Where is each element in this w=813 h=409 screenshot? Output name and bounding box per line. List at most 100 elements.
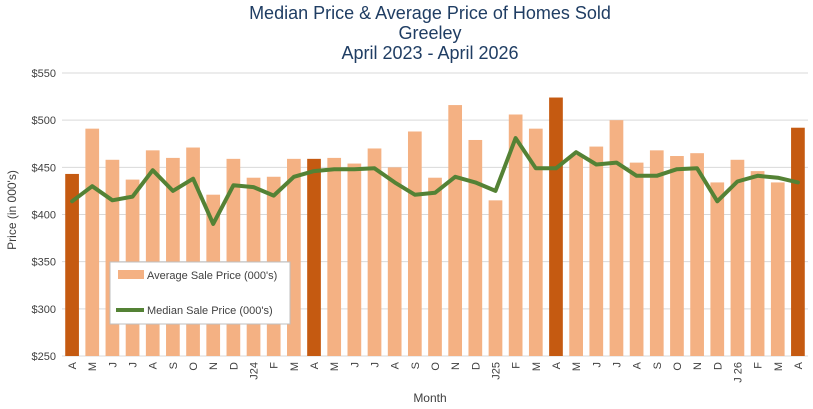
y-axis-ticks: $250 $300 $350 $400 $450 $500 $550 <box>32 68 56 363</box>
median-price-point <box>615 162 617 164</box>
x-tick-label: J <box>107 362 119 368</box>
median-price-point <box>434 192 436 194</box>
x-axis-ticks: A M J J A S O N D J24 F M A M J J A S O N D J25 F M A M J J A S O N D J 2… <box>67 361 805 382</box>
average-price-bar <box>145 150 160 356</box>
median-price-point <box>293 176 295 178</box>
median-price-point <box>716 200 718 202</box>
average-price-bar <box>407 131 422 356</box>
bar-series <box>65 97 805 357</box>
y-tick-label: $550 <box>32 68 56 80</box>
median-price-point <box>394 181 396 183</box>
x-tick-label: A <box>67 361 79 369</box>
median-price-point <box>575 151 577 153</box>
median-price-point <box>111 199 113 201</box>
x-tick-label: S <box>652 362 664 369</box>
average-price-bar <box>690 153 704 356</box>
median-price-point <box>595 164 597 166</box>
y-tick-label: $350 <box>32 257 56 269</box>
x-tick-label: F <box>269 362 281 369</box>
y-tick-label: $250 <box>32 351 56 363</box>
x-tick-label: S <box>410 362 422 369</box>
average-price-bar <box>609 120 624 357</box>
average-price-bar <box>105 159 120 356</box>
x-tick-label: M <box>87 362 99 371</box>
x-tick-label: M <box>329 362 341 371</box>
y-tick-label: $300 <box>32 304 56 316</box>
average-price-bar <box>649 150 664 356</box>
x-tick-label: A <box>309 361 321 369</box>
median-price-point <box>515 137 517 139</box>
median-price-point <box>313 170 315 172</box>
median-price-point <box>535 167 537 169</box>
x-tick-label: J <box>611 362 623 368</box>
average-price-bar <box>528 128 543 356</box>
y-axis-label: Price (in 000's) <box>5 170 19 250</box>
line-series <box>70 136 800 226</box>
x-tick-label: M <box>571 362 583 371</box>
x-tick-label: D <box>228 362 240 370</box>
x-tick-label: N <box>450 362 462 370</box>
x-tick-label: J24 <box>249 362 261 380</box>
median-price-point <box>414 194 416 196</box>
average-price-bar <box>629 162 644 356</box>
average-price-bar <box>428 177 442 356</box>
average-price-bar <box>791 127 805 356</box>
median-price-point <box>777 177 779 179</box>
chart-subtitle-period: April 2023 - April 2026 <box>341 43 518 63</box>
x-tick-label: M <box>531 362 543 371</box>
average-price-bar <box>287 158 301 356</box>
x-tick-label: D <box>470 362 482 370</box>
average-price-bar <box>65 173 79 356</box>
median-price-point <box>676 168 678 170</box>
average-price-bar <box>770 182 785 356</box>
x-tick-label: M <box>773 362 785 371</box>
median-price-point <box>232 184 234 186</box>
x-tick-label: M <box>289 362 301 371</box>
x-tick-label: A <box>632 361 644 369</box>
y-tick-label: $400 <box>32 210 56 222</box>
average-price-bar <box>307 158 321 356</box>
average-price-bar <box>710 182 725 356</box>
average-price-bar <box>468 139 483 356</box>
median-price-point <box>797 181 799 183</box>
x-tick-label: J <box>370 362 382 368</box>
average-price-bar <box>750 171 765 356</box>
average-price-bar <box>508 114 523 356</box>
average-price-bar <box>387 167 402 356</box>
median-price-point <box>494 190 496 192</box>
x-tick-label: N <box>208 362 220 370</box>
median-price-point <box>555 167 557 169</box>
x-tick-label: O <box>430 362 442 371</box>
average-price-bar <box>327 157 342 356</box>
average-price-bar <box>488 200 503 356</box>
x-tick-label: F <box>753 362 765 369</box>
x-tick-label: O <box>188 362 200 371</box>
x-tick-label: D <box>712 362 724 370</box>
median-price-point <box>353 168 355 170</box>
chart-subtitle-location: Greeley <box>398 23 461 43</box>
median-price-point <box>91 185 93 187</box>
x-tick-label: J <box>349 362 361 368</box>
x-tick-label: J25 <box>490 362 502 380</box>
x-tick-label: J <box>128 362 140 368</box>
legend-label-average: Average Sale Price (000's) <box>147 270 277 282</box>
average-price-bar <box>670 156 684 356</box>
median-price-point <box>757 175 759 177</box>
chart-title: Median Price & Average Price of Homes So… <box>249 3 611 23</box>
legend: Average Sale Price (000's) Median Sale P… <box>109 261 291 325</box>
x-tick-label: F <box>511 362 523 369</box>
median-price-point <box>172 190 174 192</box>
median-price-point <box>333 168 335 170</box>
median-price-point <box>253 186 255 188</box>
x-tick-label: A <box>793 361 805 369</box>
median-price-point <box>454 176 456 178</box>
legend-label-median: Median Sale Price (000's) <box>147 305 273 317</box>
x-tick-label: O <box>672 362 684 371</box>
median-price-point <box>152 169 154 171</box>
y-tick-label: $500 <box>32 115 56 127</box>
median-price-point <box>273 195 275 197</box>
median-price-point <box>71 200 73 202</box>
median-price-point <box>636 175 638 177</box>
x-tick-label: J <box>591 362 603 368</box>
